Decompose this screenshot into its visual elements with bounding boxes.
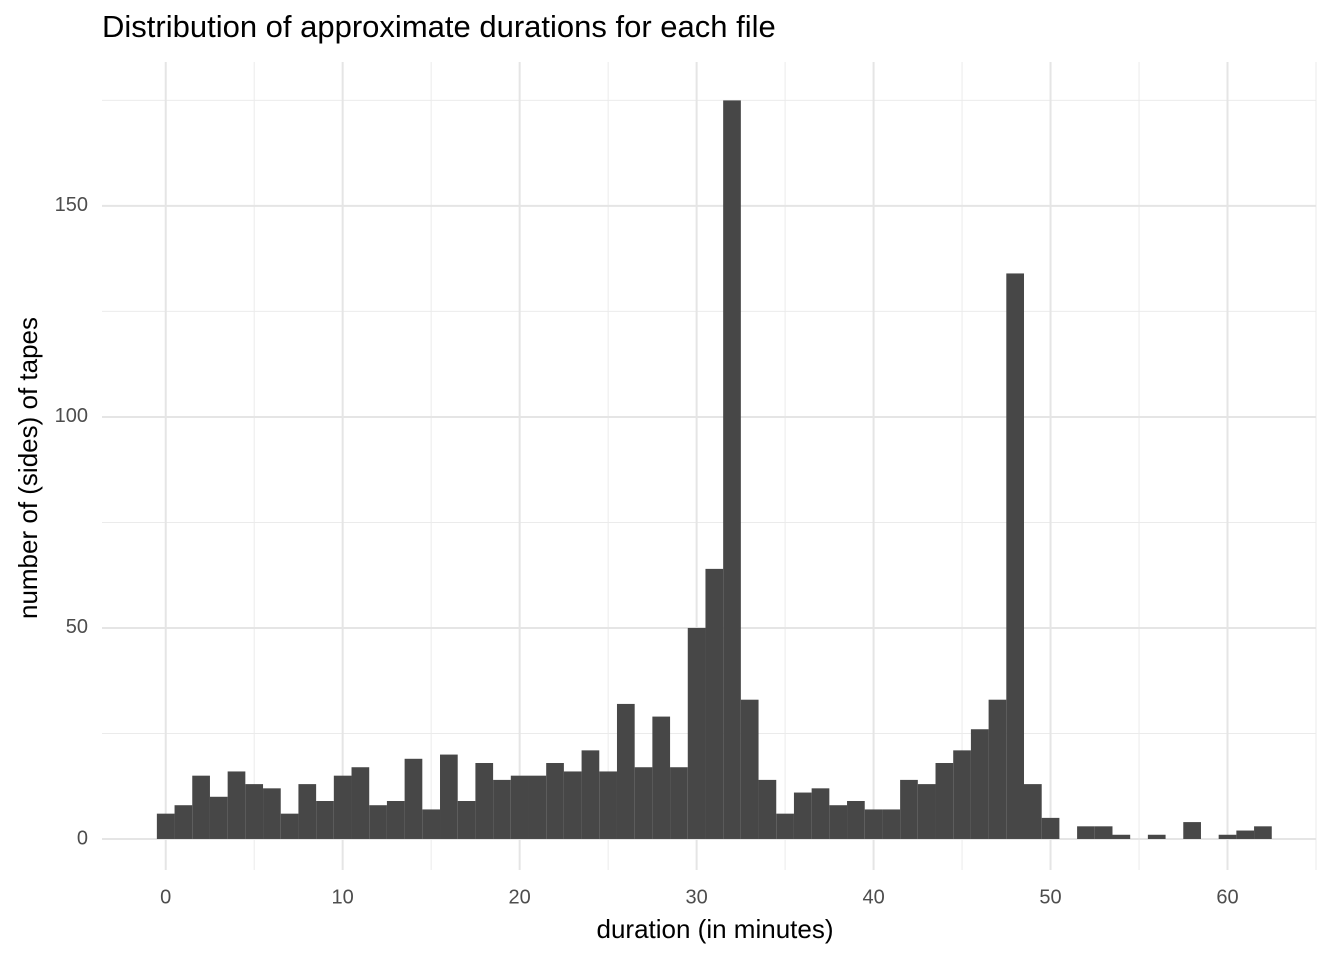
bar	[386, 800, 405, 839]
bar	[882, 809, 901, 839]
y-axis-title: number of (sides) of tapes	[13, 317, 43, 619]
y-tick-label: 150	[55, 194, 88, 216]
bar	[935, 763, 954, 839]
bar	[1236, 830, 1255, 839]
bar	[988, 699, 1007, 839]
bar	[953, 750, 971, 839]
bar	[174, 805, 193, 839]
x-tick-label: 30	[685, 886, 707, 908]
bar	[740, 699, 759, 839]
x-tick-label: 10	[332, 886, 354, 908]
x-tick-label: 20	[509, 886, 531, 908]
x-tick-label: 40	[862, 886, 884, 908]
bar	[758, 779, 777, 839]
bar	[847, 800, 865, 839]
bar	[457, 800, 476, 839]
y-tick-label: 0	[77, 827, 88, 849]
bar	[333, 775, 352, 839]
bar	[528, 775, 547, 839]
bar	[793, 792, 812, 839]
bar	[1147, 834, 1166, 839]
bar	[599, 771, 617, 839]
bar	[616, 703, 635, 839]
x-tick-label: 0	[160, 886, 171, 908]
bar	[970, 729, 989, 839]
bar	[316, 800, 334, 839]
bar	[422, 809, 441, 839]
bar	[811, 788, 830, 839]
bar	[245, 784, 264, 839]
bar	[546, 763, 564, 839]
bar	[156, 813, 175, 839]
bar	[776, 813, 794, 839]
bar	[634, 767, 653, 839]
bar	[510, 775, 529, 839]
bar	[440, 754, 458, 839]
x-axis-title: duration (in minutes)	[597, 914, 834, 944]
y-tick-label: 50	[66, 616, 88, 638]
x-tick-label: 50	[1039, 886, 1061, 908]
bar	[351, 767, 370, 839]
bar	[298, 784, 317, 839]
bar	[1041, 817, 1060, 839]
bar	[209, 796, 228, 839]
bar	[829, 805, 848, 839]
bar	[1218, 834, 1237, 839]
bar	[280, 813, 299, 839]
bar	[1024, 784, 1042, 839]
bar	[687, 627, 706, 839]
bar	[563, 771, 582, 839]
bar	[723, 100, 741, 839]
chart-title: Distribution of approximate durations fo…	[102, 9, 776, 44]
bar	[1094, 826, 1113, 839]
bar	[404, 758, 423, 839]
bar	[493, 779, 511, 839]
bar	[475, 763, 494, 839]
y-tick-label: 100	[55, 405, 88, 427]
x-tick-label: 60	[1216, 886, 1238, 908]
bar	[1112, 834, 1131, 839]
bar	[1006, 273, 1025, 839]
bar	[917, 784, 936, 839]
bar	[670, 767, 688, 839]
bar	[900, 779, 918, 839]
bar	[263, 788, 281, 839]
bar	[227, 771, 246, 839]
bar	[1254, 826, 1272, 839]
bar	[581, 750, 600, 839]
bar	[705, 568, 724, 839]
bar	[1077, 826, 1095, 839]
bar	[1183, 822, 1201, 839]
bar	[652, 716, 671, 839]
bar	[192, 775, 210, 839]
bar	[369, 805, 387, 839]
bar	[864, 809, 883, 839]
